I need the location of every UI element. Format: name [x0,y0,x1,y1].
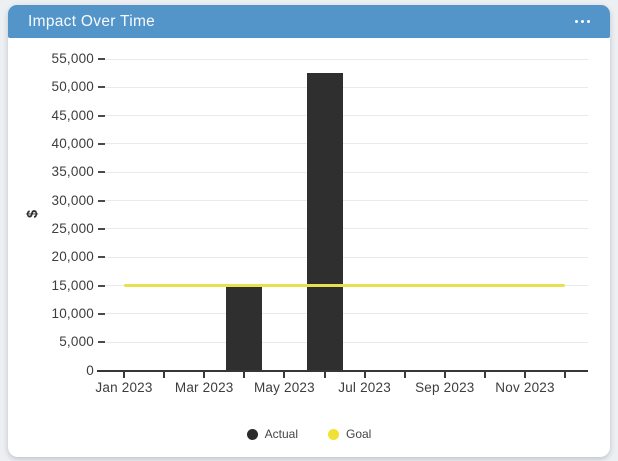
legend-item-actual[interactable]: Actual [246,427,298,441]
y-gridline [105,115,588,117]
bar-chart-plot: 0 5,000 10,000 15,000 20,000 25,000 30,000 35,0… [8,38,610,457]
x-axis-tick [524,370,526,378]
y-gridline [105,341,588,343]
impact-over-time-card: Impact Over Time 0 5,000 10,000 15,000 20,00… [8,5,610,457]
y-gridline [105,228,588,230]
legend-label: Goal [346,427,372,441]
x-axis-tick [564,370,567,378]
x-axis-tick [483,370,486,378]
x-axis-tick [283,370,286,378]
y-axis-tick-label: 25,000 [51,220,94,236]
chart-legend: Actual Goal [8,427,610,441]
x-axis-tick [163,370,166,378]
goal-line[interactable] [124,284,566,288]
x-axis-line [97,369,588,372]
y-axis-tick-label: 15,000 [51,277,94,293]
y-axis-tick [98,199,105,202]
y-axis-tick [98,114,105,117]
y-axis-tick [98,86,105,89]
x-axis-tick [443,370,446,378]
y-gridline [105,86,588,88]
y-gridline [105,58,588,60]
y-axis-tick-label: 55,000 [51,51,94,66]
y-axis-tick-label: 40,000 [51,135,94,151]
y-axis-tick [98,171,105,174]
actual-bar-jun[interactable] [306,73,343,371]
y-axis-tick [98,341,105,344]
x-axis-tick [203,370,206,378]
x-axis-tick [243,370,246,378]
y-gridline [105,256,588,258]
y-axis-title: $ [25,209,41,219]
legend-dot-goal [328,428,339,440]
x-axis-tick-label: Sep 2023 [415,379,475,395]
x-axis-tick [123,370,125,378]
legend-label: Actual [264,427,298,441]
x-axis-tick-label: Jan 2023 [95,379,153,395]
y-axis-tick-label: 30,000 [51,192,94,208]
y-axis-tick-label: 20,000 [51,249,94,265]
card-header: Impact Over Time [8,5,610,38]
y-axis-tick-label: 0 [86,362,94,378]
y-gridline [105,143,588,145]
y-axis-tick [98,256,105,259]
y-gridline [105,313,588,315]
legend-dot-actual [246,428,258,440]
x-axis-tick [363,370,366,378]
x-axis-tick-label: Jul 2023 [338,379,391,395]
x-axis-tick-label: Nov 2023 [495,379,555,395]
y-axis-tick [98,312,105,315]
y-gridline [105,171,588,173]
y-axis-tick-label: 10,000 [51,305,94,321]
x-axis-tick [323,370,326,378]
y-axis-tick-label: 35,000 [51,164,94,180]
actual-bar-apr[interactable] [226,285,263,371]
y-gridline [105,200,588,202]
y-axis-tick-label: 50,000 [51,79,94,95]
chart-area: 0 5,000 10,000 15,000 20,000 25,000 30,000 35,0… [8,38,610,457]
y-axis-tick [98,142,105,145]
legend-item-goal[interactable]: Goal [328,427,371,441]
y-axis-tick [98,284,105,287]
ellipsis-menu-icon[interactable] [573,16,593,28]
y-axis-tick [98,227,105,230]
card-title: Impact Over Time [28,12,156,30]
y-axis-tick-label: 5,000 [59,334,94,350]
y-axis-tick-label: 45,000 [51,107,94,123]
x-axis-tick-label: Mar 2023 [174,379,234,395]
x-axis-tick-label: May 2023 [253,379,315,395]
y-axis-tick [98,58,105,60]
x-axis-tick [403,370,406,378]
